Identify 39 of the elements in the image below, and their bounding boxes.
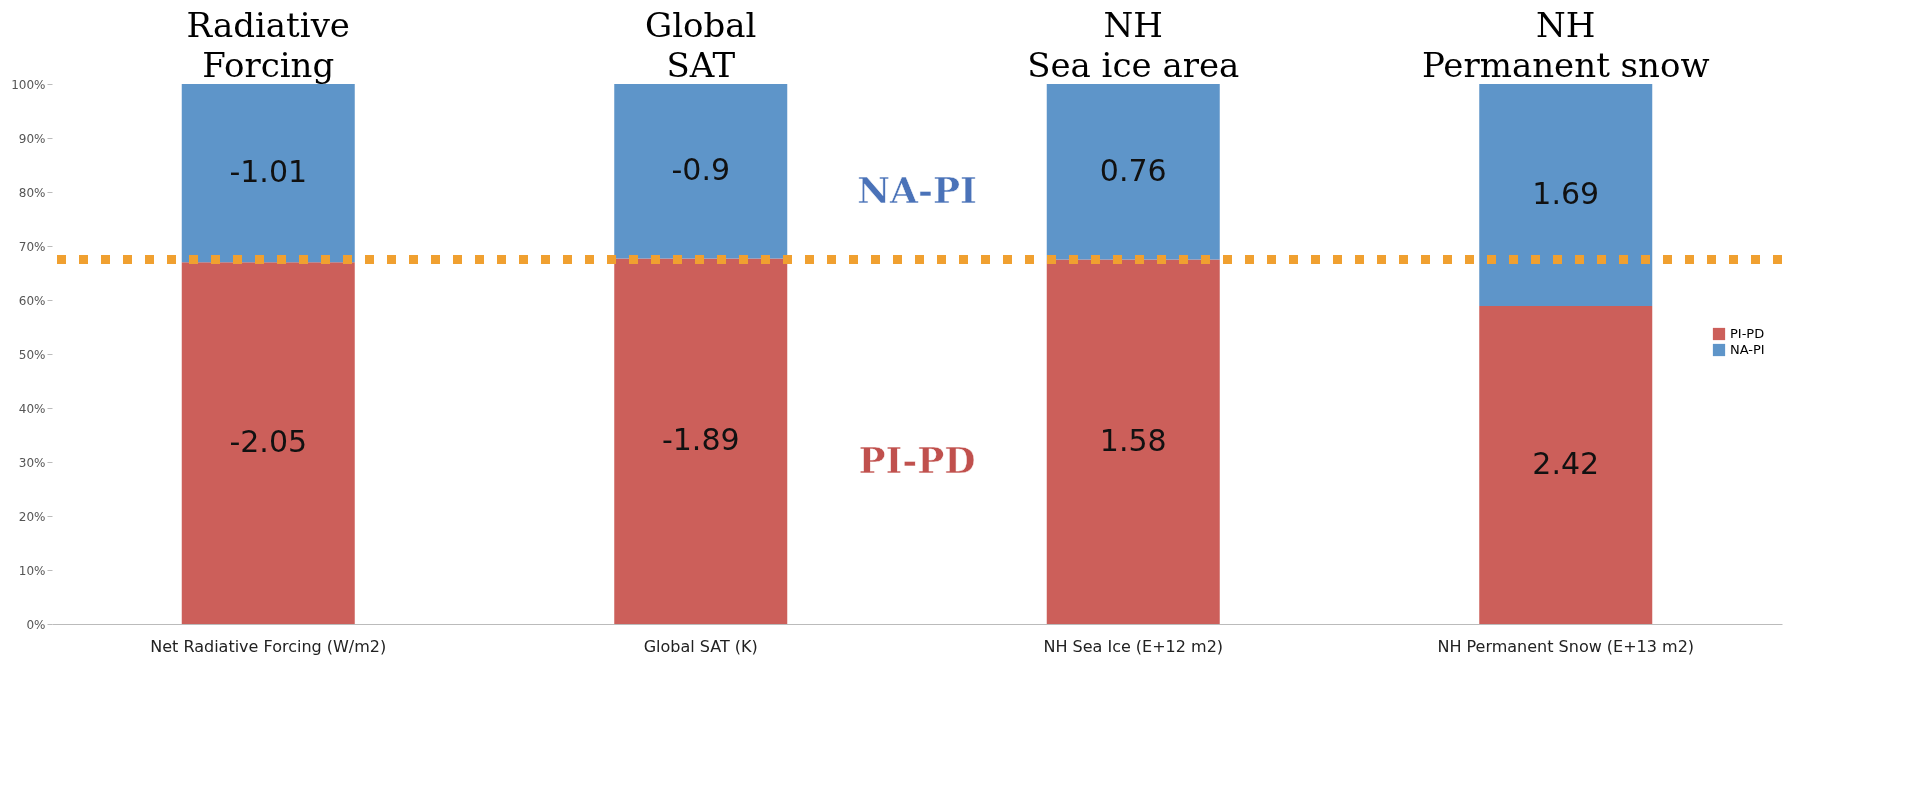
bar [1479, 305, 1653, 624]
y-tick-label: 20% [18, 509, 46, 524]
y-tick-label: 0% [26, 617, 46, 632]
x-tick-label: NH Sea Ice (E+12 m2) [1043, 636, 1224, 656]
y-tick-label: 50% [18, 347, 46, 362]
y-tick-label: 90% [18, 131, 46, 146]
annotation: -0.9 [671, 152, 731, 188]
annotation: Global SAT [645, 5, 757, 85]
annotation: NA-PI [857, 169, 977, 211]
annotation: -1.01 [229, 154, 308, 190]
bar [1046, 84, 1220, 260]
y-tick-label: 80% [18, 185, 46, 200]
y-tick-label: 60% [18, 293, 46, 308]
legend-label: PI-PD [1730, 326, 1765, 341]
bar [614, 258, 788, 624]
annotation: 2.42 [1532, 445, 1600, 481]
annotation: NH Sea ice area [1027, 5, 1240, 85]
annotation: 1.69 [1532, 175, 1600, 211]
annotation: -2.05 [229, 424, 308, 460]
annotation: 1.58 [1099, 422, 1167, 458]
y-tick-label: 40% [18, 401, 46, 416]
y-tick-label: 10% [18, 563, 46, 578]
bar [614, 84, 788, 259]
y-tick-label: 70% [18, 239, 46, 254]
legend-label: NA-PI [1730, 342, 1765, 357]
annotation: -1.89 [661, 422, 740, 458]
x-tick-label: NH Permanent Snow (E+13 m2) [1437, 636, 1695, 656]
y-tick-label: 30% [18, 455, 46, 470]
annotation: PI-PD [858, 439, 976, 481]
bar [1479, 84, 1653, 306]
bar [181, 84, 355, 263]
x-tick-label: Net Radiative Forcing (W/m2) [150, 636, 387, 656]
annotation: NH Permanent snow [1421, 5, 1710, 85]
annotation: Radiative Forcing [186, 5, 350, 85]
bar [1046, 259, 1220, 624]
x-tick-label: Global SAT (K) [643, 636, 758, 656]
bar [181, 262, 355, 624]
annotation: 0.76 [1099, 152, 1167, 188]
y-tick-label: 100% [11, 77, 46, 92]
